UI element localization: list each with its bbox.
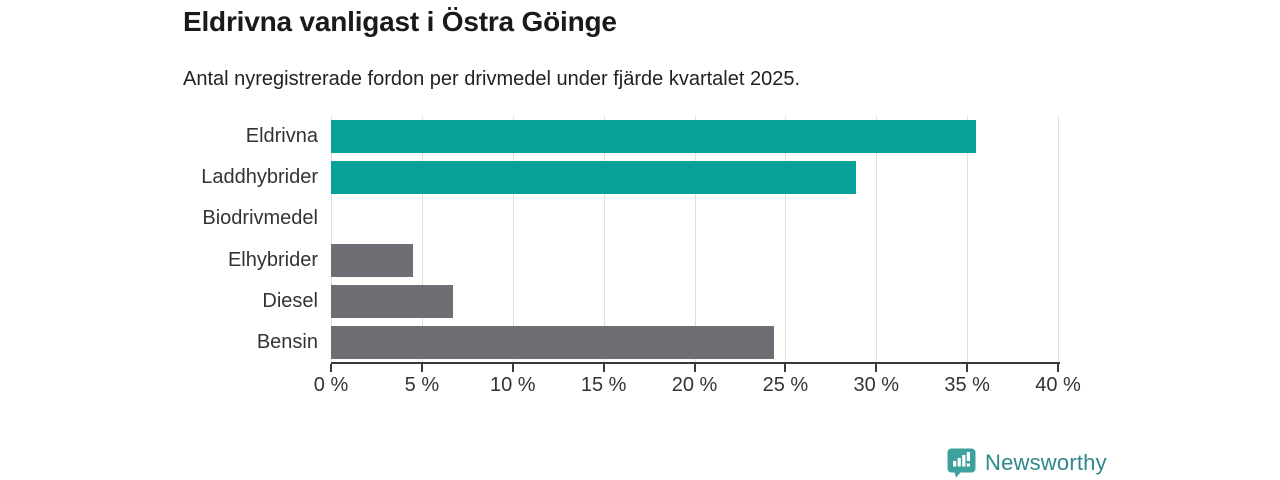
category-label: Elhybrider — [227, 248, 318, 271]
x-tick — [420, 364, 423, 372]
x-tick — [602, 364, 605, 372]
x-tick — [693, 364, 696, 372]
x-tick-label: 20 % — [671, 374, 718, 396]
gridline — [421, 116, 423, 363]
gridline — [967, 116, 969, 363]
category-labels: Eldrivna Laddhybrider Biodrivmedel Elhybrid… — [0, 116, 318, 363]
x-tick — [330, 364, 332, 372]
x-tick-label: 10 % — [489, 374, 536, 396]
x-tick-label: 25 % — [762, 374, 809, 396]
x-tick — [875, 364, 878, 372]
x-tick-label: 0 % — [313, 374, 349, 396]
x-tick — [966, 364, 969, 372]
category-label: Bensin — [256, 330, 318, 353]
gridline — [785, 116, 787, 363]
chart-subtitle: Antal nyregistrerade fordon per drivmede… — [183, 68, 801, 90]
bar — [331, 325, 775, 359]
plot-area — [331, 116, 1059, 363]
x-tick — [1057, 364, 1059, 372]
gridline — [603, 116, 605, 363]
chart-title: Eldrivna vanligast i Östra Göinge — [183, 6, 617, 37]
newsworthy-chart-bubble-icon — [946, 447, 977, 478]
gridline — [694, 116, 696, 363]
category-label: Diesel — [262, 289, 318, 312]
x-tick-label: 35 % — [944, 374, 990, 396]
x-tick-label: 30 % — [853, 374, 900, 396]
newsworthy-brand-text: Newsworthy — [985, 449, 1107, 475]
gridline — [331, 116, 332, 363]
category-label: Eldrivna — [245, 125, 318, 148]
bar — [331, 161, 857, 195]
category-label: Laddhybrider — [201, 166, 318, 189]
gridline — [1058, 116, 1059, 363]
x-tick-label: 40 % — [1035, 374, 1081, 396]
x-axis-line — [331, 362, 1060, 364]
newsworthy-logo: Newsworthy — [946, 447, 1107, 478]
bar — [331, 284, 453, 318]
x-tick-label: 5 % — [404, 374, 440, 396]
category-label: Biodrivmedel — [202, 207, 318, 230]
bar — [331, 120, 977, 154]
bar — [331, 243, 413, 277]
x-tick-label: 15 % — [580, 374, 627, 396]
gridline — [512, 116, 514, 363]
x-tick — [511, 364, 514, 372]
gridline — [876, 116, 878, 363]
x-tick — [784, 364, 787, 372]
